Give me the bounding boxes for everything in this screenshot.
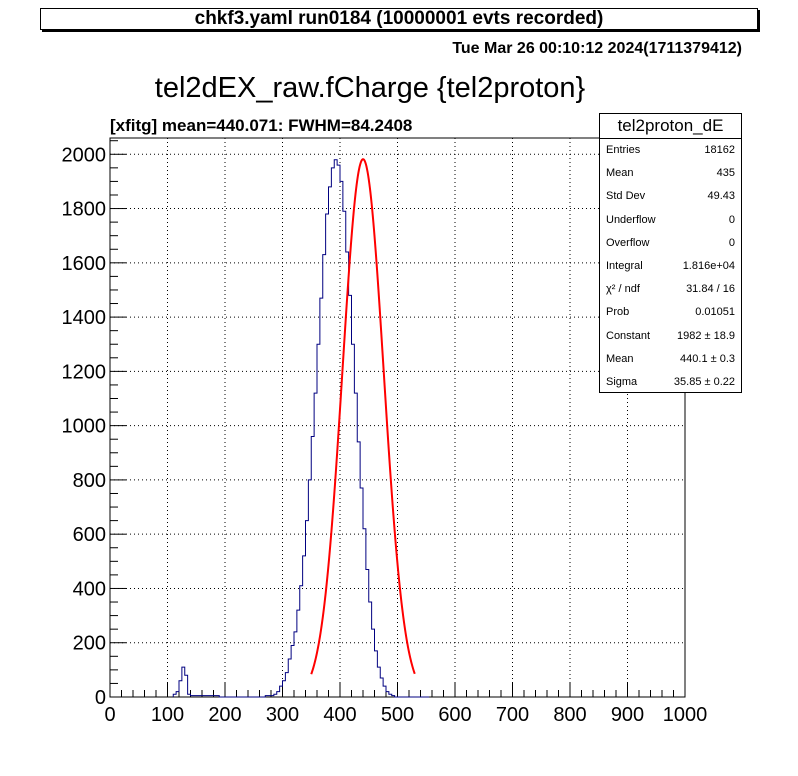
timestamp: Tue Mar 26 00:10:12 2024(1711379412) xyxy=(452,40,742,57)
histogram-bin xyxy=(349,295,352,697)
stats-rows: Entries 18162 Mean 435 Std Dev 49.43 Underflow… xyxy=(600,139,741,394)
stats-label: Underflow xyxy=(606,213,656,226)
stats-row: χ² / ndf 31.84 / 16 xyxy=(600,278,741,301)
x-tick-label: 1000 xyxy=(663,704,708,726)
x-tick-label: 600 xyxy=(438,704,471,726)
stats-row: Prob 0.01051 xyxy=(600,301,741,324)
stats-value: 0.01051 xyxy=(695,306,735,319)
stats-label: Entries xyxy=(606,144,641,156)
histogram-bin xyxy=(323,255,326,697)
stats-value: 18162 xyxy=(704,144,735,156)
y-tick-label: 2000 xyxy=(62,144,107,166)
stats-label: Mean xyxy=(606,352,634,365)
stats-value: 0 xyxy=(728,213,735,226)
x-tick-label: 100 xyxy=(151,704,184,726)
histogram-bin xyxy=(352,344,355,697)
stats-row: Constant 1982 ± 18.9 xyxy=(600,325,741,348)
stats-row: Mean 435 xyxy=(600,162,741,185)
y-tick-label: 1000 xyxy=(62,416,107,438)
fit-summary: [xfitg] mean=440.071: FWHM=84.2408 xyxy=(110,116,413,135)
stats-label: Prob xyxy=(606,306,630,319)
stats-label: Overflow xyxy=(606,236,650,249)
x-tick-label: 900 xyxy=(611,704,644,726)
stats-label: Mean xyxy=(606,167,634,180)
stats-value: 31.84 / 16 xyxy=(686,283,735,296)
x-tick-label: 400 xyxy=(323,704,356,726)
x-tick-label: 800 xyxy=(553,704,586,726)
stats-row: Underflow 0 xyxy=(600,209,741,232)
stats-label: Integral xyxy=(606,259,643,272)
stats-label: Sigma xyxy=(606,375,638,388)
stats-row: Mean 440.1 ± 0.3 xyxy=(600,348,741,371)
y-tick-label: 200 xyxy=(73,633,106,655)
histogram-bin xyxy=(343,211,346,697)
stats-label: Std Dev xyxy=(606,190,646,203)
stats-label: Constant xyxy=(606,329,651,342)
run-info-title: chkf3.yaml run0184 (10000001 evts record… xyxy=(194,8,604,29)
stats-label: χ² / ndf xyxy=(606,283,640,296)
y-tick-label: 800 xyxy=(73,470,106,492)
stats-value: 435 xyxy=(716,167,735,180)
stats-value: 49.43 xyxy=(707,190,735,203)
stats-value: 0 xyxy=(728,236,735,249)
y-tick-label: 1200 xyxy=(62,361,107,383)
y-tick-label: 0 xyxy=(95,687,106,709)
stats-box: tel2proton_dE Entries 18162 Mean 435 Std Dev… xyxy=(599,113,742,393)
stats-value: 440.1 ± 0.3 xyxy=(680,352,735,365)
stats-row: Entries 18162 xyxy=(600,139,741,162)
x-tick-label: 700 xyxy=(496,704,529,726)
stats-row: Integral 1.816e+04 xyxy=(600,255,741,278)
histogram-bin xyxy=(331,168,334,697)
stats-value: 1.816e+04 xyxy=(682,259,735,272)
y-tick-label: 400 xyxy=(73,578,106,600)
x-tick-label: 200 xyxy=(208,704,241,726)
y-tick-label: 1400 xyxy=(62,307,107,329)
x-tick-label: 0 xyxy=(104,704,115,726)
gaussian-fit-curve xyxy=(310,158,416,675)
histogram-bin xyxy=(334,160,337,697)
histogram-bin xyxy=(329,187,332,697)
x-tick-label: 500 xyxy=(381,704,414,726)
histogram-bin xyxy=(326,214,329,697)
histogram-outline xyxy=(172,159,430,698)
stats-value: 35.85 ± 0.22 xyxy=(673,375,735,388)
y-tick-label: 1600 xyxy=(62,253,107,275)
y-tick-label: 600 xyxy=(73,524,106,546)
stats-value: 1982 ± 18.9 xyxy=(676,329,735,342)
x-tick-label: 300 xyxy=(266,704,299,726)
stats-row: Sigma 35.85 ± 0.22 xyxy=(600,371,741,394)
stats-row: Overflow 0 xyxy=(600,232,741,255)
stats-row: Std Dev 49.43 xyxy=(600,185,741,208)
stats-title: tel2proton_dE xyxy=(600,114,741,139)
y-tick-label: 1800 xyxy=(62,199,107,221)
run-info-header: chkf3.yaml run0184 (10000001 evts record… xyxy=(40,8,758,30)
plot-title: tel2dEX_raw.fCharge {tel2proton} xyxy=(154,72,586,104)
